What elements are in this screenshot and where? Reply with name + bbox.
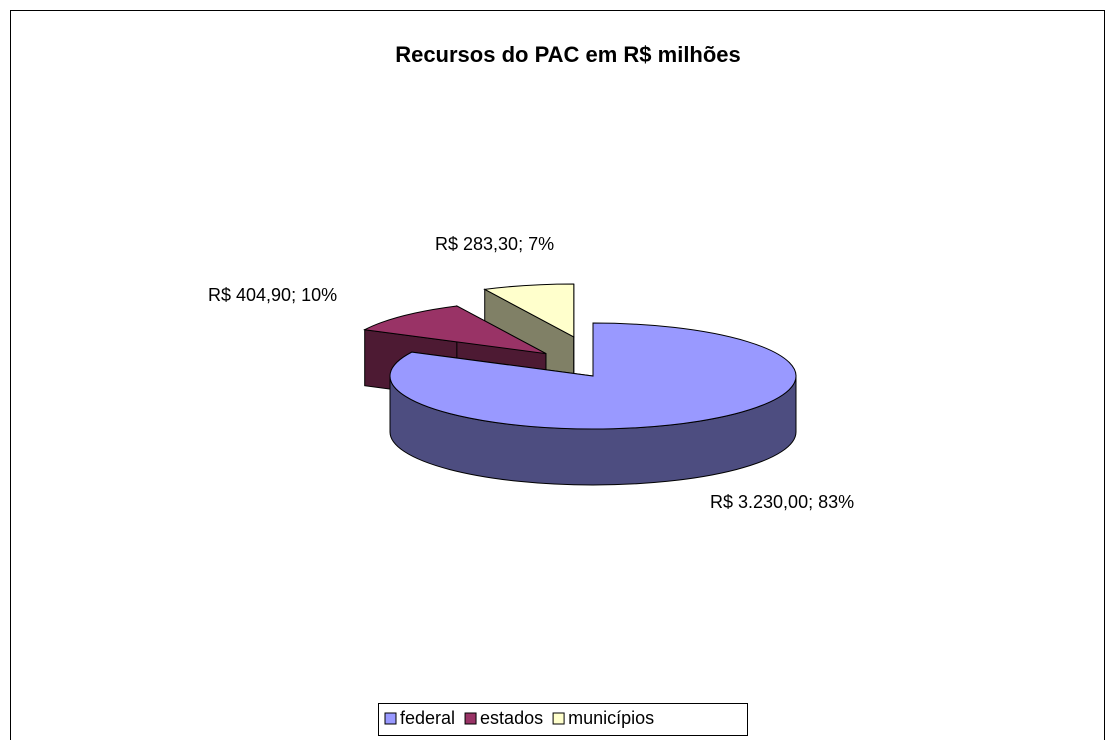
- data-label: R$ 3.230,00; 83%: [710, 492, 854, 512]
- legend-label: federal: [400, 708, 455, 728]
- chart-title: Recursos do PAC em R$ milhões: [395, 42, 741, 67]
- legend-swatch: [464, 712, 477, 725]
- slice: [363, 305, 547, 355]
- slice: [483, 283, 575, 338]
- data-label: R$ 283,30; 7%: [435, 234, 554, 254]
- chart-frame: [10, 10, 1105, 740]
- legend-swatch: [552, 712, 565, 725]
- legend-label: municípios: [568, 708, 654, 728]
- legend-label: estados: [480, 708, 543, 728]
- legend-swatch: [384, 712, 397, 725]
- data-label: R$ 404,90; 10%: [208, 285, 337, 305]
- slice: [389, 322, 797, 430]
